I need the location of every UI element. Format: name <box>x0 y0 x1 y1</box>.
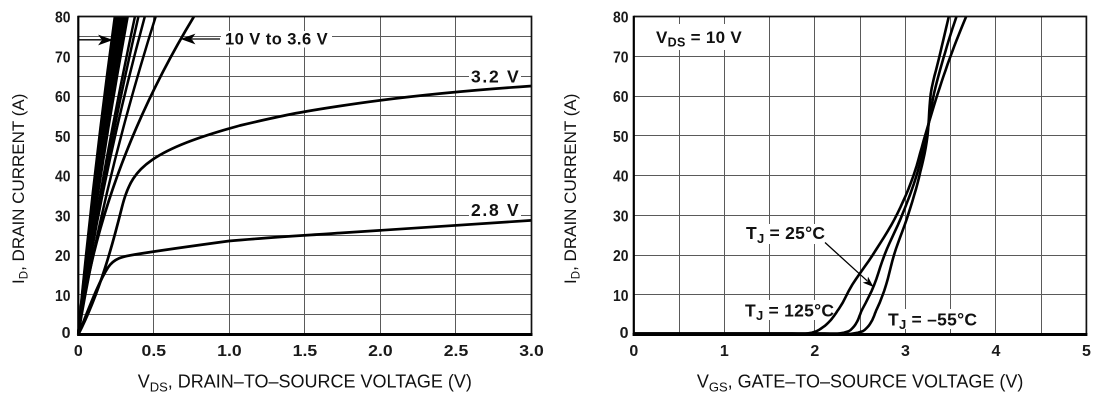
svg-text:80: 80 <box>55 10 71 27</box>
svg-text:20: 20 <box>55 248 71 265</box>
svg-text:TJ = 25°C: TJ = 25°C <box>746 223 825 246</box>
svg-text:60: 60 <box>613 89 629 106</box>
svg-text:2.5: 2.5 <box>444 343 469 360</box>
svg-text:2.0: 2.0 <box>368 343 393 360</box>
svg-text:0: 0 <box>62 325 71 342</box>
svg-text:1.0: 1.0 <box>217 343 242 360</box>
svg-text:3.2 V: 3.2 V <box>471 66 520 86</box>
svg-text:70: 70 <box>613 50 629 67</box>
svg-text:2.8 V: 2.8 V <box>471 200 520 220</box>
svg-text:TJ = 125°C: TJ = 125°C <box>745 301 834 324</box>
svg-text:3: 3 <box>901 343 910 360</box>
svg-text:VDS, DRAIN–TO–SOURCE VOLTAGE (: VDS, DRAIN–TO–SOURCE VOLTAGE (V) <box>138 372 472 395</box>
svg-text:VGS, GATE–TO–SOURCE VOLTAGE (V: VGS, GATE–TO–SOURCE VOLTAGE (V) <box>697 372 1024 395</box>
svg-text:5: 5 <box>1082 343 1091 360</box>
svg-text:ID, DRAIN CURRENT (A): ID, DRAIN CURRENT (A) <box>561 94 583 284</box>
svg-text:80: 80 <box>613 10 629 27</box>
svg-text:40: 40 <box>55 169 71 186</box>
svg-text:2: 2 <box>810 343 819 360</box>
svg-text:0: 0 <box>74 343 83 360</box>
svg-text:TJ = –55°C: TJ = –55°C <box>888 310 977 333</box>
svg-text:1: 1 <box>720 343 729 360</box>
svg-text:30: 30 <box>55 208 71 225</box>
svg-text:4: 4 <box>991 343 1000 360</box>
svg-text:50: 50 <box>613 129 629 146</box>
svg-text:60: 60 <box>55 89 71 106</box>
svg-text:0.5: 0.5 <box>142 343 167 360</box>
svg-text:3.0: 3.0 <box>519 343 544 360</box>
svg-text:40: 40 <box>613 169 629 186</box>
svg-text:10: 10 <box>55 288 71 305</box>
svg-text:10 V to 3.6 V: 10 V to 3.6 V <box>225 30 328 48</box>
svg-text:10: 10 <box>613 288 629 305</box>
svg-text:0: 0 <box>629 343 638 360</box>
svg-text:ID, DRAIN CURRENT (A): ID, DRAIN CURRENT (A) <box>9 94 31 284</box>
svg-text:20: 20 <box>613 248 629 265</box>
svg-text:0: 0 <box>620 325 629 342</box>
svg-text:30: 30 <box>613 208 629 225</box>
svg-text:70: 70 <box>55 50 71 67</box>
svg-text:1.5: 1.5 <box>293 343 318 360</box>
svg-text:50: 50 <box>55 129 71 146</box>
